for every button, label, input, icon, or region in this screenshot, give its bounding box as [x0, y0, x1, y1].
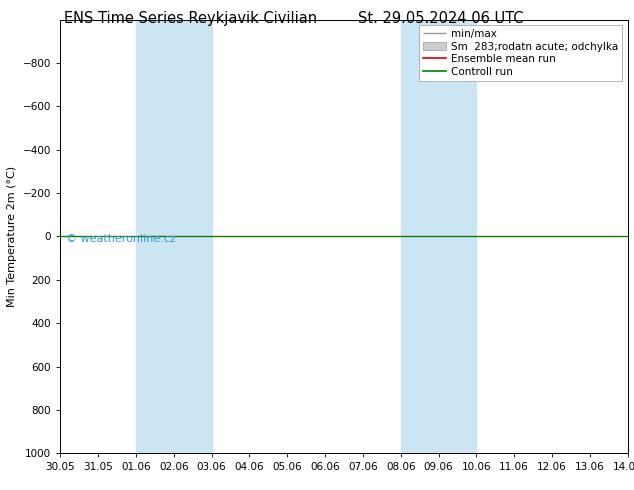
Text: © weatheronline.cz: © weatheronline.cz	[66, 234, 176, 244]
Bar	[401, 20, 476, 453]
Y-axis label: Min Temperature 2m (°C): Min Temperature 2m (°C)	[7, 166, 17, 307]
Bar	[136, 20, 212, 453]
Text: ENS Time Series Reykjavik Civilian: ENS Time Series Reykjavik Civilian	[63, 11, 317, 26]
Text: St. 29.05.2024 06 UTC: St. 29.05.2024 06 UTC	[358, 11, 524, 26]
Legend: min/max, Sm  283;rodatn acute; odchylka, Ensemble mean run, Controll run: min/max, Sm 283;rodatn acute; odchylka, …	[418, 25, 623, 81]
